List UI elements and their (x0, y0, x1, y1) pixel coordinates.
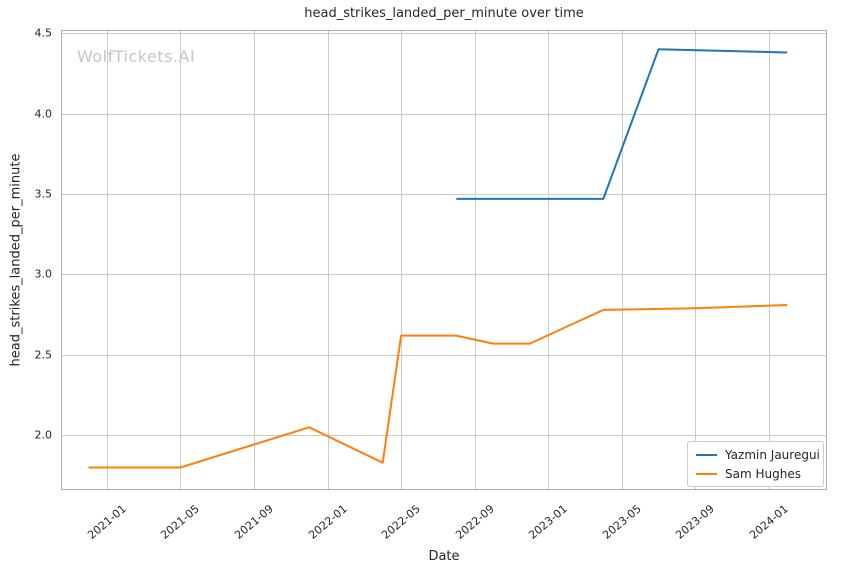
watermark: WolfTickets.AI (77, 47, 196, 66)
y-tick-label: 4.5 (34, 26, 53, 40)
legend-item: Yazmin Jauregui (696, 447, 820, 462)
y-tick-label: 3.0 (34, 267, 53, 281)
axes-frame (61, 30, 827, 490)
plot-canvas (61, 30, 827, 490)
plot-area (61, 30, 827, 490)
y-tick-label: 2.5 (34, 348, 53, 362)
legend: Yazmin Jauregui Sam Hughes (687, 441, 824, 487)
legend-item: Sam Hughes (696, 466, 815, 481)
x-tick-label: 2023-01 (526, 502, 570, 542)
legend-line-swatch (696, 472, 717, 475)
x-tick-label: 2023-05 (599, 502, 644, 542)
x-tick-label: 2023-09 (673, 502, 718, 542)
x-tick-label: 2022-09 (452, 502, 497, 542)
x-axis-label: Date (428, 549, 460, 564)
legend-item-label: Yazmin Jauregui (725, 447, 820, 462)
x-tick-label: 2021-01 (85, 502, 129, 542)
x-tick-label: 2022-01 (305, 502, 350, 542)
legend-item-label: Sam Hughes (725, 466, 801, 481)
y-axis-label: head_strikes_landed_per_minute (8, 153, 24, 367)
y-tick-label: 4.0 (34, 107, 53, 121)
y-tick-label: 2.0 (34, 428, 53, 442)
x-tick-label: 2021-09 (232, 502, 276, 542)
chart-title: head_strikes_landed_per_minute over time (304, 6, 584, 21)
x-tick-label: 2024-01 (746, 502, 791, 542)
series-line-yazmin-jauregui (456, 48, 788, 200)
series-line-sam-hughes (88, 304, 788, 469)
legend-line-swatch (696, 453, 717, 456)
y-tick-label: 3.5 (34, 187, 53, 201)
x-tick-label: 2022-05 (379, 502, 423, 542)
x-tick-label: 2021-05 (158, 502, 203, 542)
